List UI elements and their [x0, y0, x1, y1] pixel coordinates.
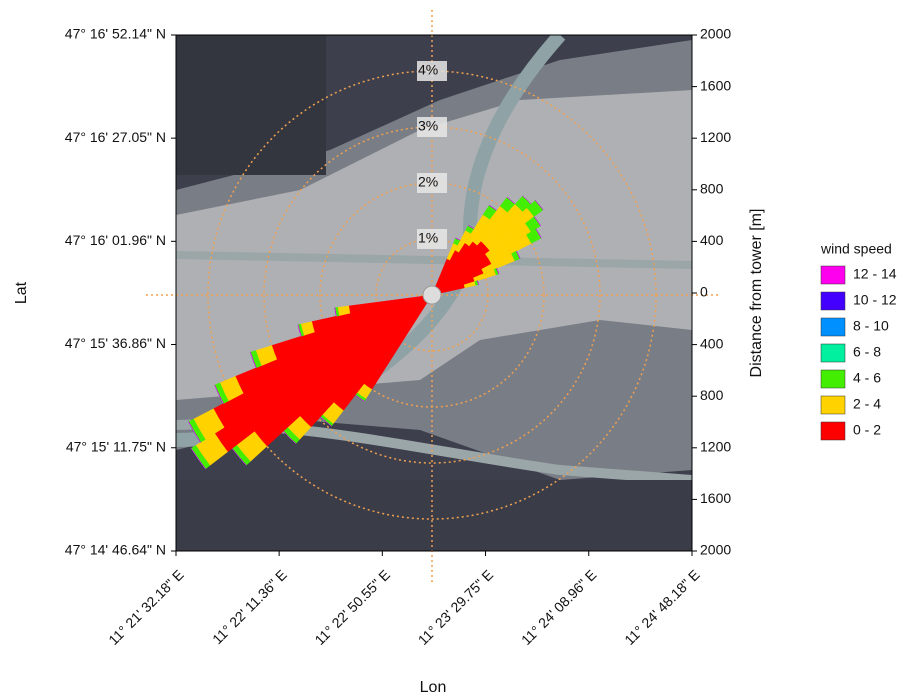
y-tick-label: 47° 15' 36.86" N [65, 335, 166, 351]
x-tick-label: 11° 21' 32.18" E [105, 566, 187, 648]
legend-label: 4 - 6 [853, 370, 881, 386]
x-tick-label: 11° 23' 29.75" E [415, 566, 497, 648]
legend-swatch [821, 266, 845, 284]
legend-label: 0 - 2 [853, 422, 881, 438]
y2-tick-label: 2000 [700, 26, 731, 42]
ring-label: 2% [418, 174, 438, 190]
x-tick-label: 11° 24' 48.18" E [621, 566, 703, 648]
x-tick-label: 11° 24' 08.96" E [518, 566, 600, 648]
ring-label: 1% [418, 230, 438, 246]
legend-label: 12 - 14 [853, 266, 897, 282]
y-axis-label: Lat [13, 281, 30, 304]
y-tick-label: 47° 15' 11.75" N [66, 438, 166, 454]
y2-tick-label: 800 [700, 387, 724, 403]
y2-tick-label: 1600 [700, 77, 731, 93]
legend-swatch [821, 396, 845, 414]
tower [423, 286, 441, 304]
chart: Lon Lat Distance from tower [m] wind spe… [0, 0, 909, 697]
legend-label: 8 - 10 [853, 318, 889, 334]
legend-swatch [821, 422, 845, 440]
y2-axis-label: Distance from tower [m] [748, 209, 765, 378]
y2-tick-label: 1600 [700, 490, 731, 506]
x-axis-label: Lon [420, 679, 447, 696]
y-tick-label: 47° 16' 01.96" N [65, 232, 166, 248]
legend-swatch [821, 318, 845, 336]
legend-swatch [821, 370, 845, 388]
ring-label: 3% [418, 118, 438, 134]
x-tick-label: 11° 22' 50.55" E [311, 566, 393, 648]
legend-title: wind speed [820, 241, 892, 257]
legend-swatch [821, 344, 845, 362]
x-tick-label: 11° 22' 11.36" E [209, 566, 290, 647]
y2-tick-label: 2000 [700, 542, 731, 558]
y-tick-label: 47° 14' 46.64" N [65, 542, 166, 558]
legend-label: 6 - 8 [853, 344, 881, 360]
legend-label: 2 - 4 [853, 396, 881, 412]
y2-tick-label: 1200 [700, 129, 731, 145]
legend-label: 10 - 12 [853, 292, 897, 308]
y2-tick-label: 800 [700, 181, 724, 197]
y2-tick-label: 0 [700, 284, 708, 300]
y2-tick-label: 400 [700, 335, 724, 351]
y2-tick-label: 1200 [700, 439, 731, 455]
legend-swatch [821, 292, 845, 310]
y2-tick-label: 400 [700, 232, 724, 248]
y-tick-label: 47° 16' 27.05" N [65, 129, 166, 145]
ring-label: 4% [418, 62, 438, 78]
y-tick-label: 47° 16' 52.14" N [65, 26, 166, 42]
